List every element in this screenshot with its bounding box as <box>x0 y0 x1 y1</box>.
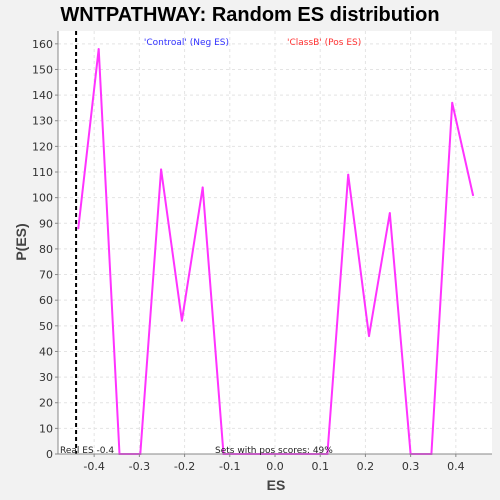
y-tick-label: 130 <box>32 115 53 128</box>
y-tick-label: 30 <box>39 371 53 384</box>
es-data-point <box>347 173 350 176</box>
es-data-point <box>368 335 371 338</box>
es-data-point <box>388 212 391 215</box>
x-axis-ticks: -0.4 -0.3 -0.2 -0.1 0.0 0.1 0.2 0.3 0.4 <box>83 454 465 473</box>
real-es-label: Real ES -0.4 <box>60 446 114 456</box>
es-data-point <box>180 319 183 322</box>
x-tick-label: -0.3 <box>129 460 150 473</box>
es-data-point <box>97 47 100 50</box>
x-tick-label: 0.4 <box>447 460 465 473</box>
y-tick-label: 140 <box>32 89 53 102</box>
y-tick-label: 60 <box>39 294 53 307</box>
y-axis-ticks: 0 10 20 30 40 50 60 70 80 90 100 110 120 130 140 150 160 <box>32 38 58 461</box>
y-tick-label: 90 <box>39 217 53 230</box>
y-tick-label: 70 <box>39 269 53 282</box>
y-tick-label: 20 <box>39 397 53 410</box>
y-tick-label: 50 <box>39 320 53 333</box>
y-tick-label: 120 <box>32 140 53 153</box>
y-tick-label: 160 <box>32 38 53 51</box>
pos-scores-annotation: Sets with pos scores: 49% <box>215 446 333 456</box>
x-tick-label: -0.1 <box>219 460 240 473</box>
y-tick-label: 150 <box>32 63 53 76</box>
y-tick-label: 100 <box>32 192 53 205</box>
x-tick-label: 0.2 <box>357 460 375 473</box>
chart-title: WNTPATHWAY: Random ES distribution <box>60 4 439 26</box>
es-data-point <box>160 168 163 171</box>
x-tick-label: 0.1 <box>311 460 329 473</box>
y-tick-label: 80 <box>39 243 53 256</box>
y-axis-label: P(ES) <box>13 223 29 260</box>
x-tick-label: 0.3 <box>402 460 420 473</box>
es-data-point <box>77 227 80 230</box>
y-tick-label: 0 <box>46 448 53 461</box>
y-tick-label: 40 <box>39 345 53 358</box>
legend-entry-pos: 'ClassB' (Pos ES) <box>287 38 361 48</box>
x-axis-label: ES <box>267 477 286 493</box>
y-tick-label: 10 <box>39 422 53 435</box>
legend-entry-neg: 'Controal' (Neg ES) <box>144 38 229 48</box>
x-tick-label: -0.2 <box>174 460 195 473</box>
y-tick-label: 110 <box>32 166 53 179</box>
es-data-point <box>472 194 475 197</box>
grid-lines <box>58 31 492 455</box>
es-data-point <box>451 101 454 104</box>
x-tick-label: 0.0 <box>266 460 284 473</box>
es-data-point <box>201 186 204 189</box>
x-tick-label: -0.4 <box>83 460 104 473</box>
